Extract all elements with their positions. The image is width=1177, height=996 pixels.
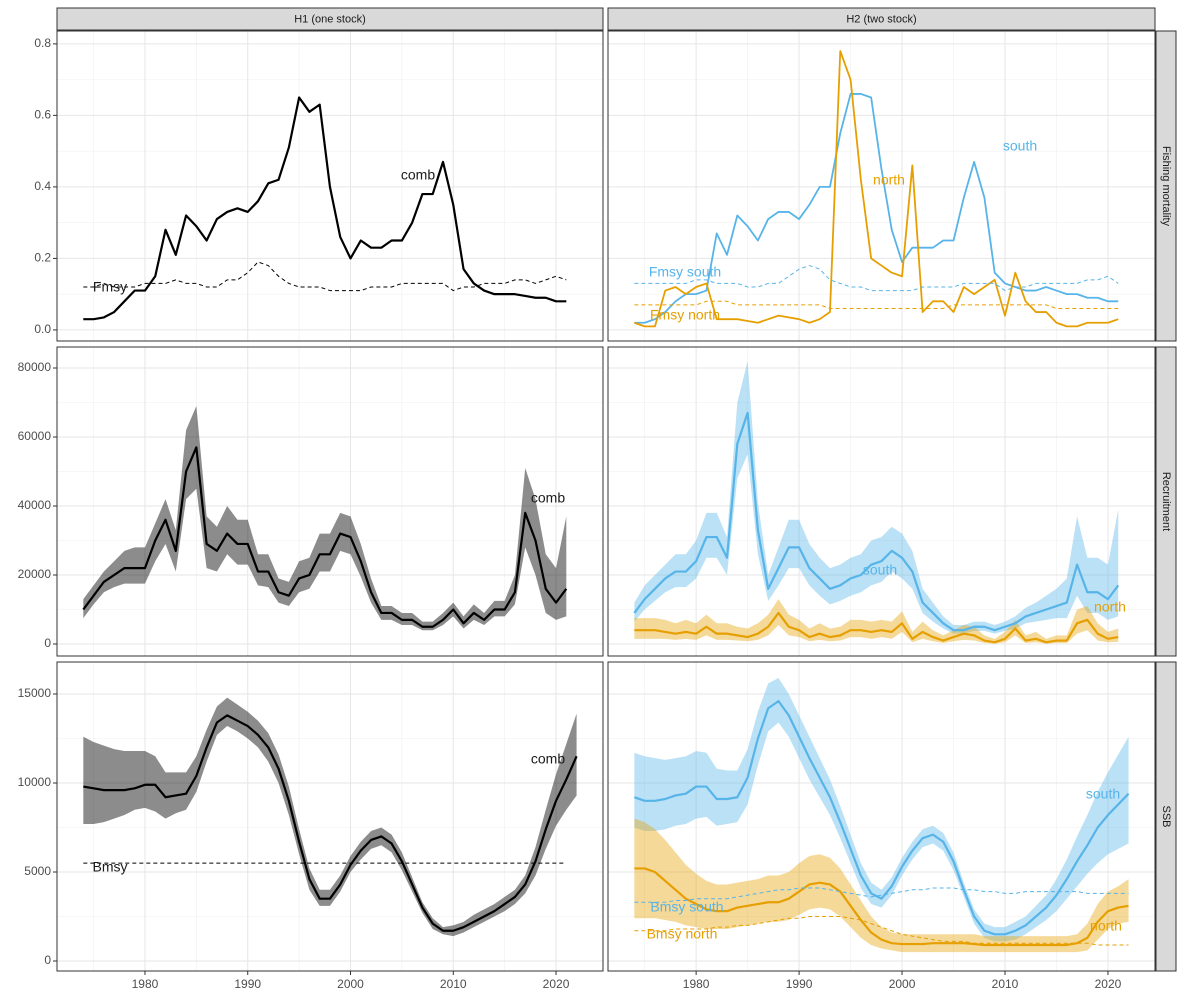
confidence-band	[634, 818, 1129, 953]
series-label: Bmsy north	[647, 926, 718, 942]
row-strip	[1155, 30, 1177, 342]
confidence-band	[83, 697, 577, 937]
series-label: north	[1094, 599, 1126, 615]
y-tick-label: 60000	[18, 429, 52, 443]
x-tick-label: 1990	[234, 977, 261, 991]
reference-line	[634, 887, 1129, 903]
series-line	[83, 96, 567, 321]
panel-background	[608, 662, 1155, 971]
confidence-band	[634, 361, 1119, 634]
series-label: Bmsy	[93, 859, 128, 875]
y-tick-label: 10000	[18, 775, 52, 789]
series-line	[634, 611, 1119, 644]
panel	[57, 31, 603, 341]
y-tick-label: 0.2	[34, 251, 51, 265]
column-strip	[56, 7, 604, 31]
series-label: north	[873, 172, 905, 188]
series-line	[83, 714, 578, 932]
row-strip-label: Fishing mortality	[1160, 146, 1172, 227]
series-label: Fmsy north	[650, 307, 720, 323]
y-tick-label: 5000	[24, 864, 51, 878]
y-tick-label: 0.0	[34, 322, 51, 336]
panel-border	[56, 30, 604, 342]
panel	[608, 31, 1155, 341]
series-line	[633, 411, 1120, 632]
panel	[57, 347, 603, 656]
reference-line	[634, 265, 1119, 292]
y-tick-label: 0	[44, 636, 51, 650]
panel-background	[57, 347, 603, 656]
series-label: Bmsy south	[650, 899, 723, 915]
series-label: Fmsy	[93, 279, 127, 295]
row-strip-label: SSB	[1160, 805, 1172, 827]
row-strip	[1155, 661, 1177, 972]
series-label: south	[863, 562, 897, 578]
reference-line	[634, 915, 1129, 946]
confidence-band	[634, 599, 1119, 644]
y-tick-label: 15000	[18, 686, 52, 700]
series-label: south	[1003, 138, 1037, 154]
series-line	[633, 700, 1130, 936]
y-tick-label: 80000	[18, 360, 52, 374]
panel-background	[57, 662, 603, 971]
panel-border	[607, 661, 1156, 972]
x-tick-label: 1990	[786, 977, 813, 991]
series-line	[634, 50, 1119, 328]
reference-line	[83, 261, 567, 292]
y-tick-label: 40000	[18, 498, 52, 512]
series-label: south	[1086, 786, 1120, 802]
y-tick-label: 20000	[18, 567, 52, 581]
series-label: north	[1090, 918, 1122, 934]
column-strip-label: H1 (one stock)	[294, 13, 366, 25]
series-line	[634, 867, 1129, 947]
series-label: comb	[401, 167, 435, 183]
series-line	[634, 93, 1119, 324]
x-tick-label: 2000	[337, 977, 364, 991]
x-tick-label: 2010	[992, 977, 1019, 991]
panel-border	[607, 346, 1156, 657]
series-line	[82, 446, 568, 628]
series-label: Fmsy south	[649, 264, 721, 280]
panel-border	[56, 661, 604, 972]
panel	[608, 347, 1155, 656]
x-tick-label: 2020	[543, 977, 570, 991]
x-tick-label: 2010	[440, 977, 467, 991]
row-strip-label: Recruitment	[1160, 472, 1172, 531]
panel	[608, 662, 1155, 971]
x-tick-label: 2000	[889, 977, 916, 991]
x-tick-label: 1980	[683, 977, 710, 991]
row-strip	[1155, 346, 1177, 657]
y-tick-label: 0.4	[34, 179, 51, 193]
y-tick-label: 0	[44, 953, 51, 967]
confidence-band	[634, 677, 1129, 942]
y-tick-label: 0.8	[34, 36, 51, 50]
x-tick-label: 1980	[132, 977, 159, 991]
series-label: comb	[531, 490, 565, 506]
panel-border	[607, 30, 1156, 342]
series-label: comb	[531, 751, 565, 767]
y-tick-label: 0.6	[34, 108, 51, 122]
panel-border	[56, 346, 604, 657]
column-strip-label: H2 (two stock)	[846, 13, 916, 25]
column-strip	[607, 7, 1156, 31]
x-tick-label: 2020	[1095, 977, 1122, 991]
panel	[57, 662, 603, 971]
panel-background	[608, 31, 1155, 341]
